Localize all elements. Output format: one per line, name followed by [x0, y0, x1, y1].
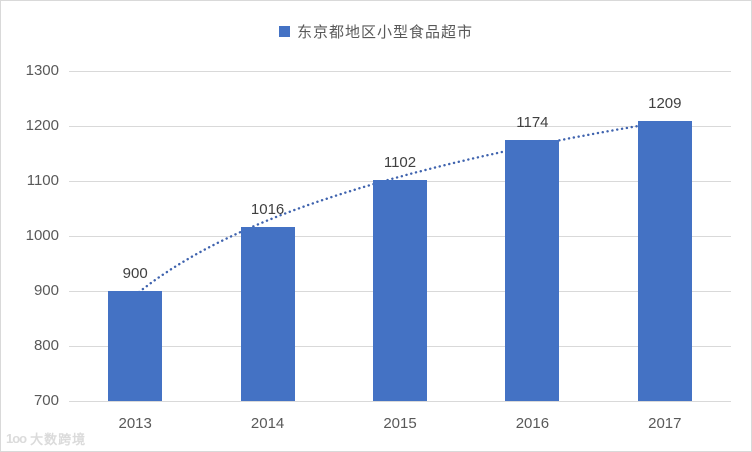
y-axis-tick-label: 700: [33, 392, 59, 409]
bar-2014: [240, 227, 295, 401]
gridline-1300: [69, 71, 731, 72]
gridline-700: [69, 401, 731, 402]
x-axis-tick-label-2014: 2014: [250, 415, 285, 432]
data-label-2015: 1102: [383, 153, 417, 171]
x-axis-tick-label-2013: 2013: [118, 415, 152, 432]
x-axis-tick-label-2016: 2016: [515, 415, 550, 432]
y-axis-tick-label: 1000: [25, 227, 59, 244]
data-label-2014: 1016: [250, 201, 285, 219]
x-axis-tick-label-2017: 2017: [648, 415, 682, 432]
data-label-2016: 1174: [516, 114, 549, 132]
bar-2015: [373, 179, 427, 401]
watermark: 1oo 大数跨境: [6, 429, 86, 448]
y-axis-tick-label: 900: [33, 282, 59, 299]
legend-marker-icon: [278, 26, 290, 37]
bar-2017: [637, 121, 692, 401]
y-axis-tick-label: 1100: [26, 172, 59, 189]
data-label-2013: 900: [122, 265, 148, 282]
bar-2016: [505, 140, 560, 401]
data-label-2017: 1209: [648, 95, 682, 113]
y-axis-tick-label: 1300: [25, 62, 59, 79]
y-axis-tick-label: 800: [33, 337, 59, 354]
legend: 东京都地区小型食品超市: [1, 21, 751, 42]
gridline-1200: [69, 126, 731, 127]
legend-label: 东京都地区小型食品超市: [296, 24, 473, 41]
y-axis-tick-label: 1200: [25, 117, 59, 134]
watermark-logo-icon: 1oo: [6, 431, 27, 446]
watermark-brand-text: 大数跨境: [30, 432, 87, 447]
x-axis-tick-label-2015: 2015: [383, 415, 417, 432]
bar-2013: [108, 291, 163, 401]
